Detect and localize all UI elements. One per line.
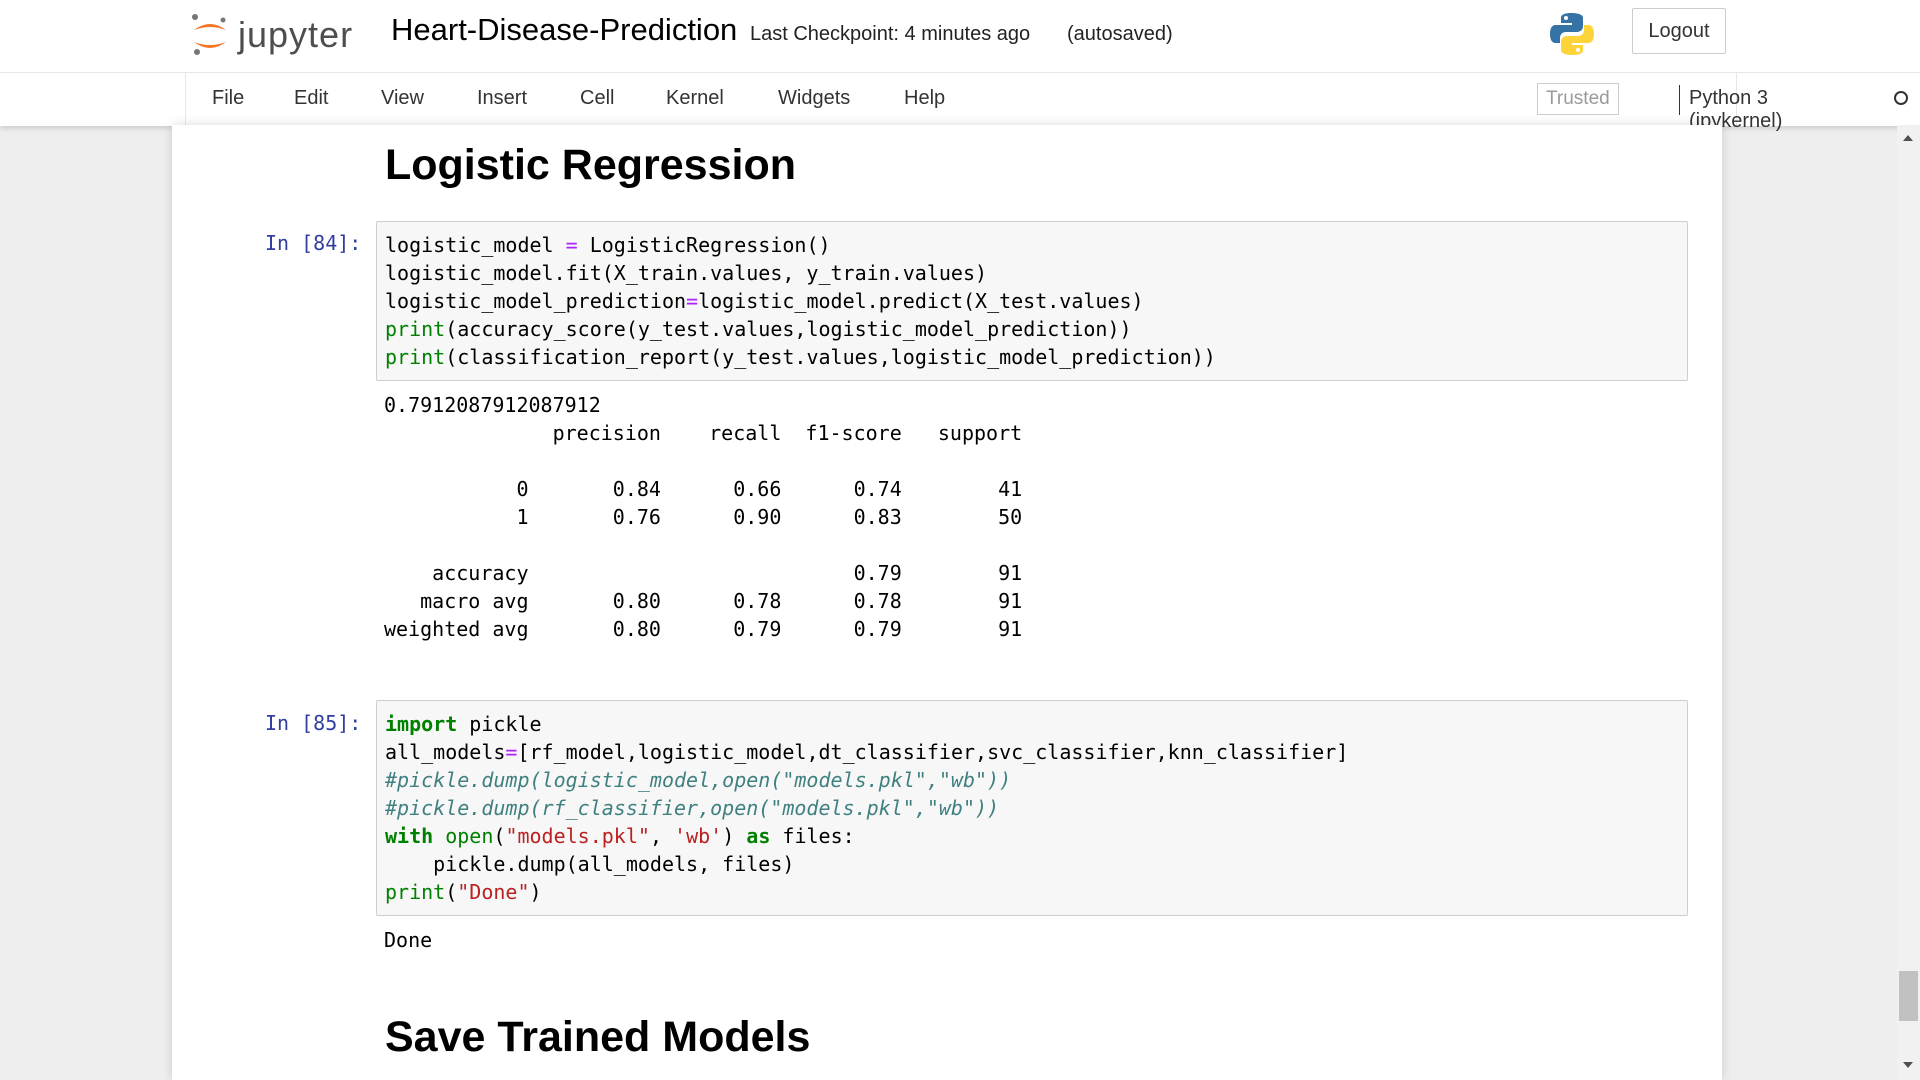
output-line: precision recall f1-score support [384, 421, 1023, 445]
code-line: all_models=[rf_model,logistic_model,dt_c… [385, 740, 1349, 764]
logout-button[interactable]: Logout [1632, 8, 1726, 54]
menu-widgets[interactable]: Widgets [778, 87, 851, 109]
autosave-status: (autosaved) [1067, 23, 1173, 45]
output-area-84: 0.7912087912087912 precision recall f1-s… [384, 391, 1022, 643]
output-area-85: Done [384, 926, 432, 954]
output-line: accuracy 0.79 91 [384, 561, 1023, 585]
code-line: print("Done") [385, 880, 542, 904]
output-line: 0 0.84 0.66 0.74 41 [384, 477, 1023, 501]
code-cell-84[interactable]: logistic_model = LogisticRegression() lo… [376, 221, 1688, 381]
code-line: with open("models.pkl", 'wb') as files: [385, 824, 855, 848]
code-line: #pickle.dump(logistic_model,open("models… [385, 768, 1012, 792]
kernel-divider [1679, 85, 1680, 115]
output-line: 0.7912087912087912 [384, 393, 601, 417]
notebook-title[interactable]: Heart-Disease-Prediction [391, 12, 738, 47]
code-line: #pickle.dump(rf_classifier,open("models.… [385, 796, 1000, 820]
output-line: Done [384, 928, 433, 952]
output-line [384, 531, 1022, 559]
code-line: logistic_model_prediction=logistic_model… [385, 289, 1144, 313]
scroll-up-arrow-icon[interactable] [1903, 135, 1913, 141]
menubar-container: File Edit View Insert Cell Kernel Widget… [0, 72, 1920, 132]
input-prompt-84: In [84]: [265, 231, 362, 255]
output-line: weighted avg 0.80 0.79 0.79 91 [384, 617, 1023, 641]
python-logo-icon [1550, 13, 1594, 55]
menubar: File Edit View Insert Cell Kernel Widget… [185, 73, 1908, 132]
menu-edit[interactable]: Edit [294, 87, 329, 109]
markdown-heading-logistic-regression: Logistic Regression [385, 141, 796, 189]
jupyter-logo-icon [192, 14, 226, 55]
kernel-name[interactable]: Python 3 (ipykernel) [1689, 87, 1783, 132]
menu-kernel[interactable]: Kernel [666, 87, 724, 109]
notebook-header: jupyter Heart-Disease-Prediction Last Ch… [0, 0, 1920, 72]
output-line: macro avg 0.80 0.78 0.78 91 [384, 589, 1023, 613]
menu-file[interactable]: File [212, 87, 245, 109]
notebook-container: Logistic Regression In [84]: logistic_mo… [172, 125, 1722, 1080]
code-line: logistic_model = LogisticRegression() [385, 233, 831, 257]
trusted-badge[interactable]: Trusted [1537, 83, 1619, 115]
menu-cell[interactable]: Cell [580, 87, 615, 109]
menu-insert[interactable]: Insert [477, 87, 528, 109]
checkpoint-status: Last Checkpoint: 4 minutes ago [750, 23, 1031, 45]
code-cell-85[interactable]: import pickle all_models=[rf_model,logis… [376, 700, 1688, 916]
scrollbar-thumb[interactable] [1899, 971, 1918, 1021]
output-line [384, 447, 1022, 475]
jupyter-logo-text: jupyter [238, 14, 354, 55]
code-line: print(accuracy_score(y_test.values,logis… [385, 317, 1132, 341]
menu-help[interactable]: Help [904, 87, 946, 109]
markdown-heading-save-trained-models: Save Trained Models [385, 1013, 811, 1061]
input-prompt-85: In [85]: [265, 711, 362, 735]
code-line: logistic_model.fit(X_train.values, y_tra… [385, 261, 988, 285]
kernel-idle-icon [1894, 91, 1908, 105]
scroll-down-arrow-icon[interactable] [1903, 1062, 1913, 1068]
jupyter-logo[interactable]: jupyter [190, 10, 353, 60]
code-line: pickle.dump(all_models, files) [385, 852, 795, 876]
code-line: print(classification_report(y_test.value… [385, 345, 1216, 369]
output-line: 1 0.76 0.90 0.83 50 [384, 505, 1023, 529]
menu-view[interactable]: View [381, 87, 424, 109]
code-line: import pickle [385, 712, 542, 736]
vertical-scrollbar[interactable] [1897, 125, 1920, 1080]
